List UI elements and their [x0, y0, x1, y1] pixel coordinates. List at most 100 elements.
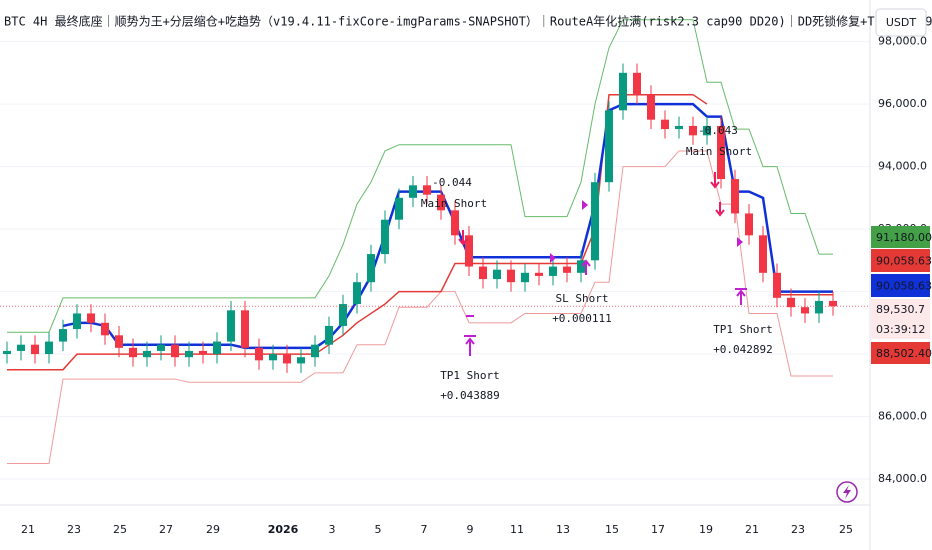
- candle-body: [255, 347, 263, 361]
- candle-body: [563, 266, 571, 273]
- currency-label: USDT: [886, 16, 917, 29]
- arrow: [464, 335, 476, 356]
- y-tick-label: 84,000.0: [878, 472, 927, 485]
- candle-body: [465, 235, 473, 267]
- arrow: [458, 230, 468, 246]
- annotation: SL Short: [556, 292, 609, 305]
- x-tick-label: 21: [21, 523, 35, 536]
- marker: [550, 253, 556, 263]
- candle-body: [661, 119, 669, 130]
- x-tick-label: 27: [159, 523, 173, 536]
- annotation: TP1 Short: [440, 369, 500, 382]
- plot-area: [0, 19, 870, 464]
- x-tick-label: 15: [605, 523, 619, 536]
- x-tick-label: 17: [651, 523, 665, 536]
- candle-body: [31, 344, 39, 355]
- candle-body: [213, 341, 221, 355]
- candle-body: [185, 350, 193, 358]
- y-tick-label: 94,000.0: [878, 160, 927, 173]
- indicator-line: [7, 19, 833, 333]
- annotation: +0.043889: [440, 389, 500, 402]
- candle-body: [353, 282, 361, 305]
- marker: [737, 237, 743, 247]
- chart-title: BTC 4H 最终底座｜顺势为王+分层缩仓+吃趋势（v19.4.11-fixCo…: [4, 14, 932, 29]
- candle-body: [157, 344, 165, 351]
- candle-body: [773, 272, 781, 298]
- price-badge-label: 90,058.63: [876, 280, 932, 293]
- annotation: Main Short: [686, 145, 752, 158]
- y-tick-label: 86,000.0: [878, 410, 927, 423]
- price-badge-label: 03:39:12: [876, 323, 925, 336]
- candle-body: [451, 210, 459, 236]
- arrow: [581, 259, 591, 275]
- candle-body: [787, 297, 795, 308]
- candle-body: [87, 313, 95, 323]
- annotation: Main Short: [421, 197, 487, 210]
- grid: [0, 41, 870, 480]
- candle-body: [759, 235, 767, 273]
- candle-body: [731, 179, 739, 214]
- candle-body: [675, 125, 683, 130]
- candle-body: [395, 197, 403, 220]
- candle-body: [227, 310, 235, 342]
- candle-body: [59, 329, 67, 342]
- candle-body: [73, 313, 81, 330]
- annotation: +0.042892: [713, 343, 773, 356]
- candle-body: [801, 307, 809, 314]
- x-tick-label: 25: [839, 523, 853, 536]
- x-tick-label: 5: [375, 523, 382, 536]
- price-badge-label: 90,058.63: [876, 255, 932, 268]
- currency-button[interactable]: [875, 8, 927, 37]
- x-tick-label: 19: [699, 523, 713, 536]
- candle-body: [325, 325, 333, 345]
- candle-body: [689, 125, 697, 136]
- candle-body: [283, 354, 291, 364]
- candle-body: [199, 350, 207, 355]
- candle-body: [171, 344, 179, 358]
- indicator-line: [7, 150, 833, 464]
- x-tick-label: 11: [510, 523, 524, 536]
- candle-body: [535, 272, 543, 276]
- arrow: [735, 288, 747, 305]
- price-badge: [871, 226, 930, 248]
- candle-body: [703, 125, 711, 136]
- price-badge: [871, 319, 930, 339]
- candle-body: [717, 125, 725, 180]
- candle-body: [45, 341, 53, 355]
- candle-body: [409, 185, 417, 198]
- candle-body: [311, 344, 319, 358]
- x-tick-label: 2026: [268, 523, 299, 536]
- candle-body: [297, 357, 305, 364]
- price-badge: [871, 274, 930, 297]
- price-badge: [871, 342, 930, 364]
- candle-body: [745, 213, 753, 236]
- candle-body: [521, 272, 529, 283]
- candle-body: [549, 266, 557, 276]
- x-tick-label: 7: [421, 523, 428, 536]
- marker: [582, 200, 588, 210]
- y-tick-label: 98,000.0: [878, 35, 927, 48]
- indicator-line: [62, 102, 833, 350]
- y-axis: 84,000.086,000.088,000.090,000.092,000.0…: [871, 35, 932, 485]
- candle-body: [423, 185, 431, 195]
- x-tick-label: 29: [206, 523, 220, 536]
- annotation: -0.043: [698, 124, 738, 137]
- price-badge-label: 91,180.00: [876, 231, 932, 244]
- candle-body: [479, 266, 487, 280]
- candle-body: [577, 260, 585, 273]
- x-tick-label: 23: [791, 523, 805, 536]
- x-tick-label: 25: [113, 523, 127, 536]
- annotation: +0.000111: [552, 312, 612, 325]
- candle-body: [815, 300, 823, 314]
- annotation: TP1 Short: [713, 323, 773, 336]
- candle-body: [3, 350, 11, 355]
- candle-body: [829, 300, 837, 307]
- candle-body: [493, 269, 501, 280]
- x-tick-label: 9: [467, 523, 474, 536]
- x-tick-label: 13: [556, 523, 570, 536]
- candle-body: [269, 354, 277, 361]
- signal-arrows: [458, 172, 747, 356]
- arrow: [710, 172, 720, 189]
- candle-body: [633, 72, 641, 95]
